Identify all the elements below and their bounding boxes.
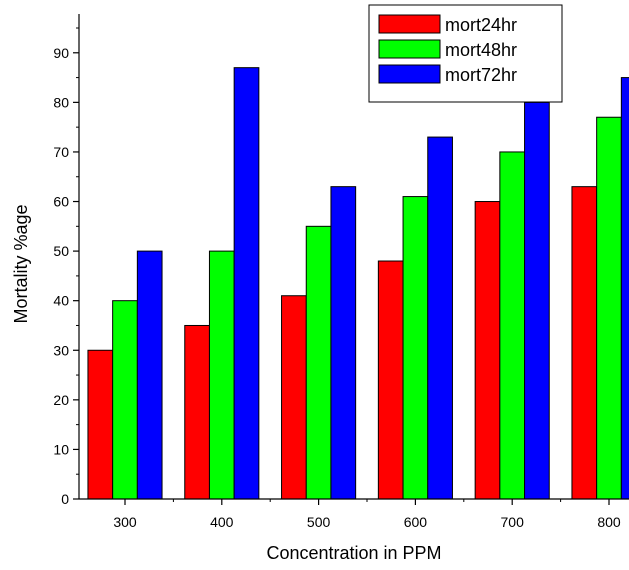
bar-mort72hr-500 — [330, 186, 357, 500]
y-tick-label: 20 — [53, 392, 69, 408]
y-tick-label: 70 — [53, 144, 69, 160]
y-tick-label: 30 — [53, 342, 69, 358]
x-ticks-group: 300 400 500 600 700 800 — [113, 499, 621, 530]
bar-mort48hr-700 — [499, 151, 526, 500]
legend-label-mort24hr: mort24hr — [445, 15, 517, 35]
x-tick-label: 300 — [113, 514, 137, 530]
x-tick-label: 500 — [307, 514, 331, 530]
bar-mort24hr-700 — [474, 201, 501, 500]
y-tick-label: 50 — [53, 243, 69, 259]
bar-mort24hr-300 — [87, 349, 114, 500]
y-axis-title: Mortality %age — [11, 204, 31, 323]
bar-mort48hr-600 — [402, 196, 429, 500]
bar-mort48hr-800 — [596, 116, 622, 500]
bar-mort24hr-500 — [281, 295, 307, 500]
bar-mort72hr-700 — [524, 101, 550, 500]
bar-mort48hr-500 — [305, 225, 332, 500]
y-tick-label: 10 — [53, 441, 69, 457]
legend-label-mort48hr: mort48hr — [445, 40, 517, 60]
bars-group — [87, 67, 629, 500]
x-tick-label: 700 — [501, 514, 525, 530]
legend-swatch-mort72hr — [378, 64, 441, 84]
bar-mort72hr-600 — [427, 136, 453, 500]
bar-mort72hr-800 — [620, 77, 629, 500]
y-tick-label: 80 — [53, 94, 69, 110]
bar-mort24hr-400 — [184, 324, 210, 500]
bar-mort72hr-300 — [136, 250, 163, 500]
legend: mort24hr mort48hr mort72hr — [368, 4, 563, 103]
y-tick-label: 0 — [61, 491, 69, 507]
y-ticks-group: 0 10 20 30 40 50 60 70 80 90 — [53, 27, 79, 507]
y-tick-label: 90 — [53, 45, 69, 61]
legend-swatch-mort48hr — [378, 39, 441, 59]
x-tick-label: 600 — [404, 514, 428, 530]
axes-group — [78, 14, 629, 500]
legend-label-mort72hr: mort72hr — [445, 65, 517, 85]
bar-mort72hr-400 — [233, 67, 260, 500]
bar-mort24hr-800 — [571, 186, 598, 500]
bar-mort48hr-300 — [112, 300, 138, 500]
x-axis-title: Concentration in PPM — [266, 543, 441, 563]
bar-mort48hr-400 — [208, 250, 235, 500]
x-tick-label: 800 — [597, 514, 621, 530]
y-tick-label: 40 — [53, 293, 69, 309]
x-tick-label: 400 — [210, 514, 234, 530]
bar-mort24hr-600 — [377, 260, 404, 500]
y-tick-label: 60 — [53, 194, 69, 210]
legend-swatch-mort24hr — [378, 14, 441, 34]
